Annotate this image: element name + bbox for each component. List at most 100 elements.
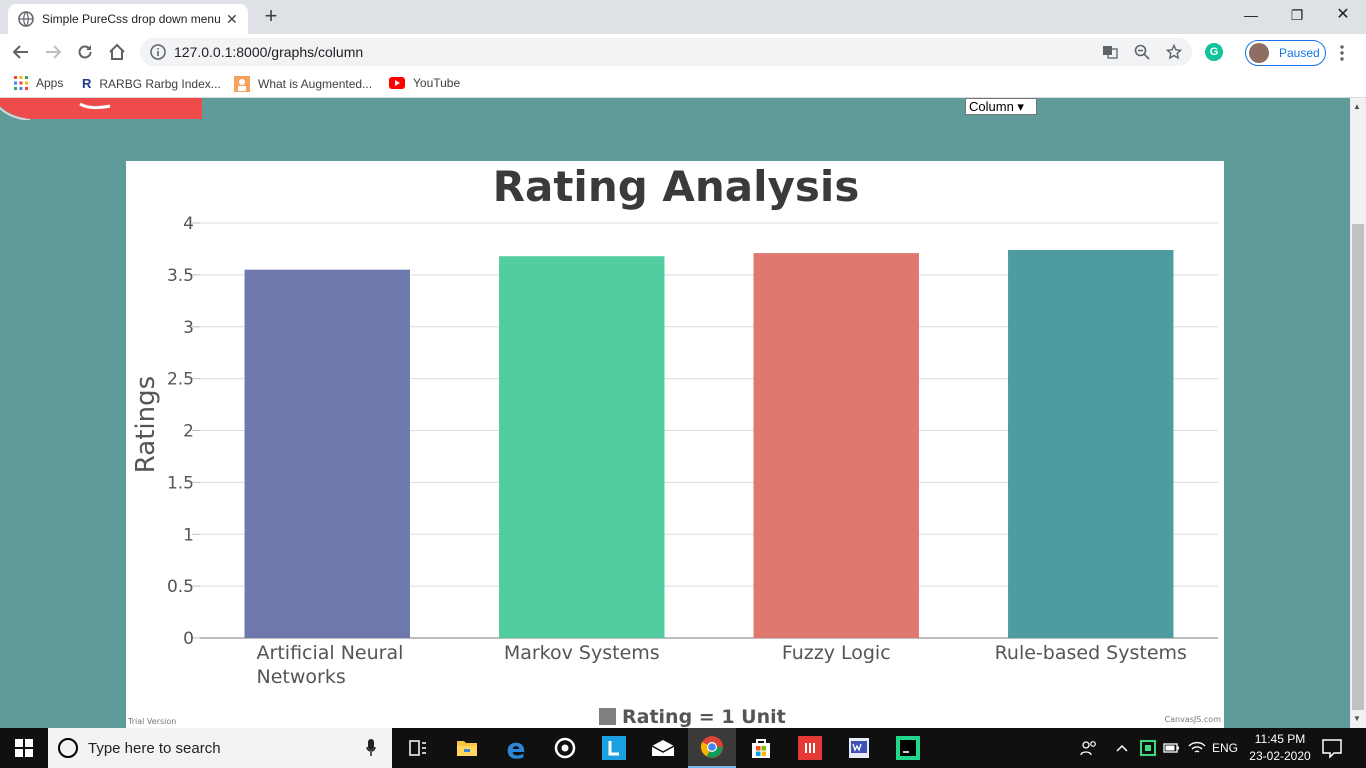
x-tick-label: Markov Systems [504,642,660,664]
bookmark-apps[interactable]: Apps [14,76,63,90]
clock-time: 11:45 PM [1254,732,1306,746]
site-favicon-icon [234,76,250,92]
scroll-down-icon[interactable]: ▼ [1353,714,1361,723]
bookmarks-bar: Apps R RARBG Rarbg Index... What is Augm… [0,70,1366,98]
youtube-icon [389,77,405,89]
trial-watermark: Trial Version [127,717,176,726]
taskbar-store[interactable] [737,728,785,768]
taskbar-word-app[interactable] [835,728,883,768]
scrollbar-thumb[interactable] [1352,224,1364,710]
media-player-icon [554,737,576,759]
taskbar-search-box[interactable]: Type here to search [48,728,392,768]
zoom-icon[interactable] [1134,44,1150,60]
close-window-button[interactable]: ✕ [1336,6,1350,23]
info-icon[interactable] [150,44,166,60]
y-tick-label: 4 [183,214,194,234]
browser-tab[interactable]: Simple PureCss drop down menu ✕ [8,4,248,34]
folder-icon [457,741,477,756]
more-menu-icon[interactable] [1336,44,1348,62]
search-placeholder: Type here to search [88,739,221,757]
rarbg-icon: R [82,76,92,91]
bookmark-label: What is Augmented... [258,77,373,91]
x-tick-label: Artificial Neural [257,642,404,664]
y-tick-label: 3.5 [167,266,194,286]
scroll-up-icon[interactable]: ▲ [1353,102,1361,111]
x-tick-label: Networks [257,666,346,688]
legend-swatch [599,708,616,725]
bookmark-label: Apps [36,76,64,90]
canvasjs-credit: CanvasJS.com [1165,715,1222,724]
taskbar-red-app[interactable] [786,728,834,768]
reload-button[interactable] [72,39,98,65]
avatar [1249,43,1269,63]
taskbar-chrome[interactable] [688,728,736,768]
bookmark-label: YouTube [413,76,461,90]
bar [244,269,410,638]
taskbar-file-explorer[interactable] [443,728,491,768]
people-icon[interactable] [1080,728,1098,768]
arrow-right-icon [46,45,62,59]
vertical-scrollbar[interactable]: ▲ ▼ [1350,98,1366,728]
bar [1008,249,1174,638]
red-app-icon [798,736,822,760]
graph-type-select[interactable]: Column ▾ [965,98,1037,115]
microphone-icon[interactable] [366,739,376,757]
bookmark-augmented[interactable]: What is Augmented... [234,76,372,92]
rating-bar-chart: Rating Analysis 0 0.5 1 1.5 2 2.5 3 3.5 4 Ratings A… [127,162,1222,728]
taskbar-l-app[interactable] [590,728,638,768]
home-button[interactable] [104,39,130,65]
y-tick-label: 0 [183,629,194,649]
taskbar-clock[interactable]: 11:45 PM 23-02-2020 [1240,731,1320,765]
language-indicator[interactable]: ENG [1212,741,1239,755]
minimize-button[interactable]: — [1244,7,1258,23]
task-view-icon [409,740,426,756]
l-app-icon [602,736,626,760]
restore-button[interactable]: ❐ [1290,7,1304,23]
tray-app-icon[interactable] [1140,728,1156,768]
address-bar[interactable]: 127.0.0.1:8000/graphs/column [140,38,1192,66]
y-axis-title: Ratings [131,376,161,473]
browser-toolbar: 127.0.0.1:8000/graphs/column G Paused [0,34,1366,70]
chrome-icon [700,736,723,758]
taskbar-edge[interactable]: e [492,728,540,768]
x-tick-label: Rule-based Systems [995,642,1187,664]
reload-icon [78,45,92,59]
taskbar-pycharm[interactable] [884,728,932,768]
notification-center-icon[interactable] [1320,736,1344,760]
battery-icon[interactable] [1163,728,1181,768]
profile-paused-button[interactable]: Paused [1245,40,1326,66]
y-tick-label: 1 [183,525,194,545]
cortana-icon [58,738,78,758]
pycharm-icon [896,736,920,760]
task-view-button[interactable] [394,728,442,768]
bar [753,253,919,638]
bookmark-star-icon[interactable] [1166,44,1182,60]
y-tick-label: 3 [183,318,194,338]
document-app-icon [849,738,869,758]
clock-date: 23-02-2020 [1249,749,1311,763]
y-tick-label: 0.5 [167,577,194,597]
translate-icon[interactable] [1102,44,1118,60]
bookmark-youtube[interactable]: YouTube [389,76,460,90]
taskbar-mail[interactable] [639,728,687,768]
start-button[interactable] [0,728,48,768]
tab-close-icon[interactable]: ✕ [226,10,238,27]
mail-icon [651,740,675,756]
globe-icon [18,11,34,27]
legend-label: Rating = 1 Unit [622,706,786,728]
store-bag-icon [752,739,770,758]
bookmark-rarbg[interactable]: R RARBG Rarbg Index... [82,76,221,91]
chart-title: Rating Analysis [493,162,860,211]
wifi-icon[interactable] [1188,728,1206,768]
url-text: 127.0.0.1:8000/graphs/column [174,44,364,60]
y-tick-label: 2.5 [167,370,194,390]
back-button[interactable] [8,39,34,65]
windows-taskbar: Type here to search e [0,728,1366,768]
header-banner-image [0,98,202,120]
tab-strip: Simple PureCss drop down menu ✕ + — ❐ ✕ [0,0,1366,34]
show-hidden-icons-icon[interactable] [1116,728,1128,768]
grammarly-extension-icon[interactable]: G [1205,43,1223,61]
taskbar-media-app[interactable] [541,728,589,768]
new-tab-button[interactable]: + [264,3,278,28]
forward-button[interactable] [40,39,66,65]
